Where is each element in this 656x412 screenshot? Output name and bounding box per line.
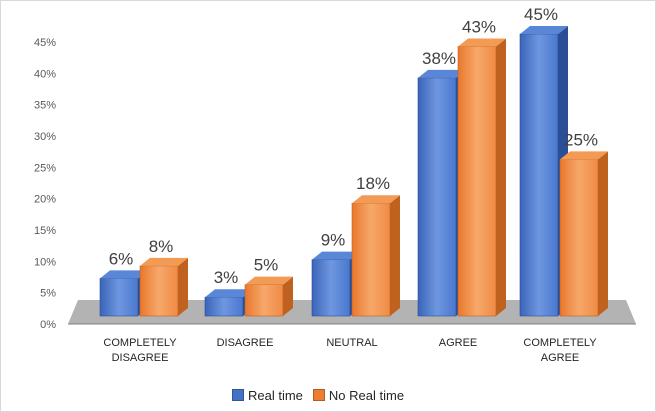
data-label: 45% [524,5,558,24]
category-label-line: COMPLETELY [103,337,177,349]
bar [559,151,608,317]
data-label: 3% [214,268,239,287]
bar-front [351,202,391,317]
bar-front [417,77,457,317]
bar-side [496,38,506,317]
y-tick-label: 45% [34,37,56,49]
bar-front [519,33,559,317]
bar-top [458,38,506,47]
y-tick-label: 20% [34,194,56,206]
bar-side [598,151,608,316]
legend-swatch-real-time [232,389,244,401]
bar-top [312,251,360,260]
bar-top [100,270,148,279]
y-tick-label: 35% [34,100,56,112]
bar [457,38,506,317]
legend-label-no-real-time: No Real time [328,387,405,403]
bar-top [245,276,293,285]
category-label-line: AGREE [541,352,580,364]
y-tick-label: 5% [40,288,56,300]
bar-side [178,257,188,316]
bar-top [140,257,188,266]
bar [139,257,188,317]
bar-front [204,296,244,317]
bar-front [559,159,599,317]
bar-side [390,195,400,316]
bar-front [457,46,497,317]
legend: Real time No Real time [232,384,404,406]
category-label-line: DISAGREE [217,337,274,349]
data-label: 25% [564,130,598,149]
category-label-line: COMPLETELY [523,337,597,349]
bar-top [520,26,568,34]
category-label-line: DISAGREE [112,352,169,364]
y-tick-label: 40% [34,68,56,80]
bar-front [311,259,351,317]
bar-front [99,278,139,317]
category-label: COMPLETELY DISAGREE [103,337,177,364]
category-label: NEUTRAL [326,337,377,349]
bar [244,276,293,317]
y-tick-label: 30% [34,131,56,143]
data-label: 9% [321,231,346,250]
bar-front [139,265,179,317]
category-label-line: AGREE [439,337,478,349]
bar [351,195,400,317]
data-label: 38% [422,49,456,68]
y-tick-label: 0% [40,319,56,331]
bar-side [283,276,293,316]
legend-item-real-time: Real time [232,388,303,403]
data-label: 8% [149,237,174,256]
bar-top [352,195,400,204]
category-label: COMPLETELY AGREE [523,337,597,364]
y-tick-label: 15% [34,225,56,237]
category-label: AGREE [439,337,478,349]
y-tick-label: 25% [34,162,56,174]
legend-swatch-no-real-time [312,389,325,401]
y-tick-label: 10% [34,256,56,268]
legend-item-no-real-time: No Real time [312,387,405,403]
bar-top [418,69,466,78]
data-label: 18% [356,174,390,193]
category-label: DISAGREE [217,337,274,349]
bar-top [560,151,608,160]
legend-label-real-time: Real time [248,387,303,403]
bar-top [205,289,253,298]
bar-front [244,284,284,317]
data-label: 6% [109,249,134,268]
data-label: 5% [254,256,279,275]
category-label-line: NEUTRAL [326,337,377,349]
data-label: 43% [462,18,496,37]
